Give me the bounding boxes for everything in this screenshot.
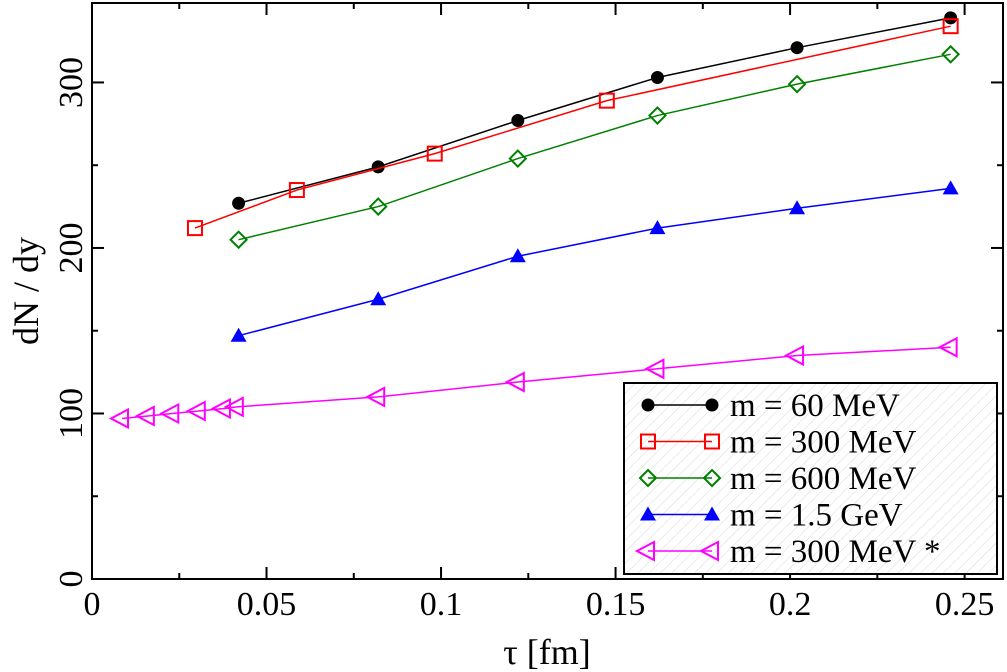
data-point xyxy=(288,182,305,199)
legend-marker xyxy=(634,540,655,562)
data-point xyxy=(511,114,525,128)
data-point xyxy=(186,220,203,237)
data-point xyxy=(365,386,386,408)
data-point xyxy=(185,400,206,422)
data-point xyxy=(229,230,249,250)
y-tick-label: 300 xyxy=(53,57,90,108)
legend-marker xyxy=(640,506,656,521)
series-line xyxy=(238,17,951,205)
data-point xyxy=(232,196,246,210)
plot-frame xyxy=(91,2,1004,580)
data-point xyxy=(508,149,528,169)
x-tick-label: 0.2 xyxy=(769,586,812,623)
legend-marker xyxy=(704,433,720,450)
legend-marker xyxy=(638,468,658,488)
legend-marker xyxy=(705,398,719,412)
series-4 xyxy=(230,180,959,342)
data-point xyxy=(937,336,958,358)
legend-label: m = 600 MeV xyxy=(730,461,917,497)
legend-label: m = 300 MeV xyxy=(730,425,917,461)
data-point xyxy=(649,220,666,235)
x-tick-label: 0 xyxy=(84,586,101,623)
series-1 xyxy=(232,11,958,210)
data-point xyxy=(598,92,615,109)
data-point xyxy=(789,200,806,215)
data-point xyxy=(644,358,665,380)
data-point xyxy=(108,407,130,430)
y-tick-label: 200 xyxy=(53,222,90,273)
x-tick-label: 0.25 xyxy=(935,586,995,623)
data-point xyxy=(790,41,804,55)
axes: 0 0.05 0.1 0.15 0.2 0.25 0 100 200 300 xyxy=(53,2,1004,623)
legend-item: m = 1.5 GeV xyxy=(640,498,903,534)
data-point xyxy=(504,371,525,393)
x-tick-label: 0.05 xyxy=(237,586,297,623)
legend-marker xyxy=(702,468,722,488)
data-point xyxy=(944,11,958,25)
series-line xyxy=(238,187,951,337)
x-tick-label: 0.1 xyxy=(420,586,463,623)
data-point xyxy=(223,396,244,418)
legend-item: m = 300 MeV * xyxy=(634,534,941,570)
data-point xyxy=(787,74,807,94)
data-point xyxy=(159,402,180,425)
legend-marker xyxy=(698,540,719,562)
y-tick-label: 100 xyxy=(53,388,90,439)
data-point xyxy=(648,106,667,125)
data-point xyxy=(368,197,388,217)
legend-item: m = 60 MeV xyxy=(641,388,900,424)
legend-item: m = 300 MeV xyxy=(640,425,917,461)
legend-marker xyxy=(641,398,655,412)
series-5 xyxy=(108,336,958,430)
data-point xyxy=(650,70,664,84)
data-point xyxy=(509,248,526,263)
data-point xyxy=(941,44,961,64)
legend-item: m = 600 MeV xyxy=(638,461,917,497)
x-axis-label: τ [fm] xyxy=(503,632,590,672)
data-point xyxy=(783,344,805,367)
data-point xyxy=(370,291,387,306)
y-axis-label: dN / dy xyxy=(6,237,46,345)
legend-marker xyxy=(704,506,720,521)
data-point xyxy=(942,18,959,35)
data-point xyxy=(426,145,443,162)
data-point xyxy=(230,327,247,342)
series-2 xyxy=(186,18,959,237)
series-line xyxy=(238,53,951,241)
legend-label: m = 60 MeV xyxy=(730,388,900,424)
legend-label: m = 300 MeV * xyxy=(730,534,941,570)
data-point xyxy=(942,180,959,195)
legend-label: m = 1.5 GeV xyxy=(730,498,903,534)
x-tick-label: 0.15 xyxy=(586,586,646,623)
y-tick-label: 0 xyxy=(53,571,90,588)
series-3 xyxy=(229,44,961,250)
legend-marker xyxy=(640,433,656,450)
series-line xyxy=(194,25,951,229)
data-point xyxy=(134,405,155,427)
series-group xyxy=(108,11,961,430)
